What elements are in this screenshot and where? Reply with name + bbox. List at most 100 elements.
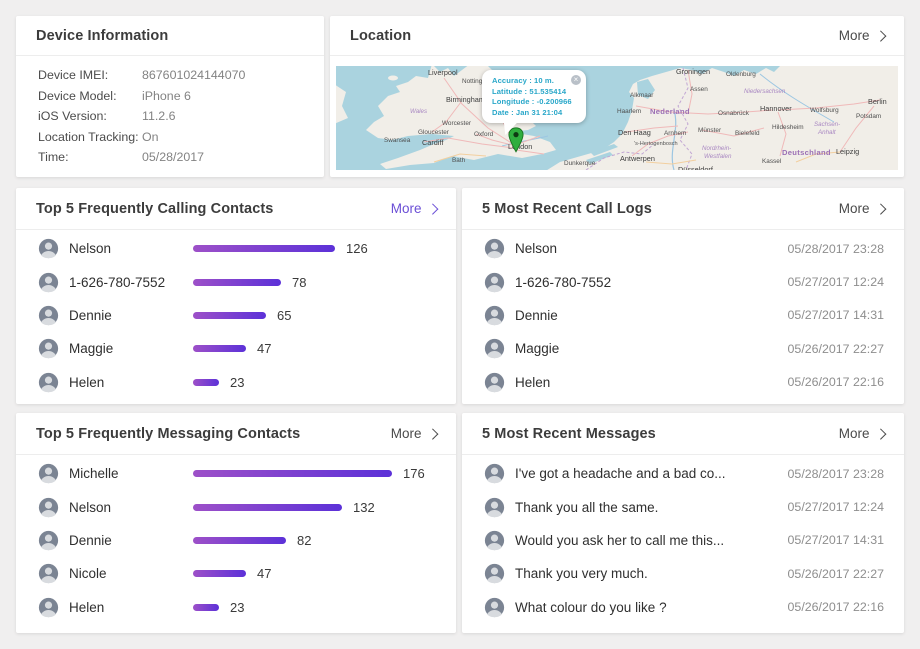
call-logs-list: Nelson 05/28/2017 23:28 1-626-780-7552 05/2… [462,230,904,399]
map-place-label: Nederland [650,107,690,116]
map-place-label: Kassel [762,158,782,165]
contact-name: Maggie [69,341,114,357]
contact-avatar-icon [484,597,505,618]
contact-avatar-icon [484,272,505,293]
contact-name: Nicole [69,566,107,582]
entry-datetime: 05/26/2017 22:27 [787,566,884,581]
map-place-label: Nottingh [462,78,486,85]
contact-avatar-icon [484,305,505,326]
messages-card: 5 Most Recent Messages More I've got a h… [462,413,904,633]
map-place-label: Swansea [384,137,411,144]
device-info-value: 05/28/2017 [142,150,205,164]
message-row: Thank you very much. 05/26/2017 22:27 [462,557,904,590]
entry-text: Nelson [515,241,558,257]
contact-avatar-icon [484,338,505,359]
contact-row: Nelson 132 [16,490,456,523]
entry-datetime: 05/27/2017 12:24 [787,275,884,290]
call-log-row: Maggie 05/26/2017 22:27 [462,332,904,365]
frequency-bar [193,503,342,511]
call-log-row: Dennie 05/27/2017 14:31 [462,299,904,332]
entry-datetime: 05/26/2017 22:27 [787,341,884,356]
entry-text: Would you ask her to call me this... [515,532,725,548]
device-info-label: Location Tracking: [38,129,139,144]
device-info-value: On [142,129,159,144]
messages-list: I've got a headache and a bad co... 05/28… [462,455,904,624]
frequency-value: 82 [297,532,312,548]
messaging-contacts-more-link[interactable]: More [391,426,438,441]
contact-name: Michelle [69,466,119,482]
map-place-label: Hildesheim [772,124,804,131]
device-info-label: Time: [38,150,69,164]
entry-datetime: 05/27/2017 14:31 [787,533,884,548]
contact-avatar-icon [484,372,505,393]
call-logs-header: 5 Most Recent Call Logs More [462,188,904,230]
device-information-title: Device Information [36,27,169,44]
tooltip-line: Longitude : -0.200966 [492,97,572,107]
map-place-label: Worcester [442,120,472,127]
location-more-link[interactable]: More [838,28,886,43]
call-log-row: Nelson 05/28/2017 23:28 [462,232,904,265]
frequency-value: 126 [346,241,368,257]
contact-row: Helen 23 [16,591,456,624]
messaging-contacts-list: Michelle 176 Nelson 132 Dennie 82 Nicole 47 Hele… [16,455,456,624]
device-info-value: 867601024144070 [142,68,246,82]
message-row: Thank you all the same. 05/27/2017 12:24 [462,490,904,523]
map-place-label: Bielefeld [735,130,760,137]
contact-avatar-icon [38,305,59,326]
map-place-label: Groningen [676,67,711,76]
map-place-label: Hannover [760,104,792,113]
chevron-right-icon [874,30,886,41]
map-place-label: Alkmaar [630,92,654,99]
contact-row: Michelle 176 [16,457,456,490]
more-label: More [838,28,870,43]
location-map[interactable]: Liverpool Nottingh Birmingham Worcester Glou… [336,66,898,170]
map-place-label: Assen [690,86,708,93]
entry-text: Dennie [515,307,558,323]
device-info-row: Time: 05/28/2017 [38,151,324,164]
map-place-label: Westfalen [704,153,732,160]
frequency-bar [193,345,246,353]
entry-datetime: 05/27/2017 12:24 [787,500,884,515]
tooltip-lines: Accuracy : 10 m. Latitude : 51.535414 Long… [492,76,578,118]
call-log-row: 1-626-780-7552 05/27/2017 12:24 [462,265,904,298]
messaging-contacts-header: Top 5 Frequently Messaging Contacts More [16,413,456,455]
device-info-value: iPhone 6 [142,88,191,103]
map-place-label: Nordrhein- [702,145,732,152]
entry-text: Maggie [515,341,560,357]
frequency-value: 132 [353,499,375,515]
frequency-value: 47 [257,341,272,357]
map-place-label: Osnabrück [718,110,749,117]
messages-header: 5 Most Recent Messages More [462,413,904,455]
frequency-bar [193,603,219,611]
contact-row: Nelson 126 [16,232,456,265]
map-place-label: Antwerpen [620,154,655,163]
contact-name: Dennie [69,307,112,323]
contact-row: Dennie 65 [16,299,456,332]
calling-contacts-more-link[interactable]: More [390,201,438,216]
map-place-label: London [508,142,533,151]
chevron-right-icon [874,203,886,214]
contact-avatar-icon [484,238,505,259]
map-place-label: Münster [698,127,722,134]
entry-text: I've got a headache and a bad co... [515,466,726,482]
map-place-label: Birmingham [446,95,485,104]
call-logs-more-link[interactable]: More [839,201,886,216]
device-info-label: iOS Version: [38,109,107,123]
calling-contacts-header: Top 5 Frequently Calling Contacts More [16,188,456,230]
frequency-value: 23 [230,599,245,615]
contact-name: 1-626-780-7552 [69,274,166,290]
calling-contacts-title: Top 5 Frequently Calling Contacts [36,200,274,217]
map-tooltip: × Accuracy : 10 m. Latitude : 51.535414 Lo… [482,70,586,124]
map-place-label: Sachsen- [814,121,841,128]
tooltip-close-icon[interactable]: × [571,75,581,85]
entry-text: What colour do you like ? [515,599,667,615]
contact-avatar-icon [484,497,505,518]
chevron-right-icon [874,428,886,439]
tooltip-line: Date : Jan 31 21:04 [492,107,563,117]
more-label: More [390,201,422,216]
contact-avatar-icon [38,272,59,293]
map-place-label: Cardiff [422,138,444,147]
map-place-label: Leipzig [836,147,860,156]
messages-more-link[interactable]: More [839,426,886,441]
contact-avatar-icon [484,563,505,584]
